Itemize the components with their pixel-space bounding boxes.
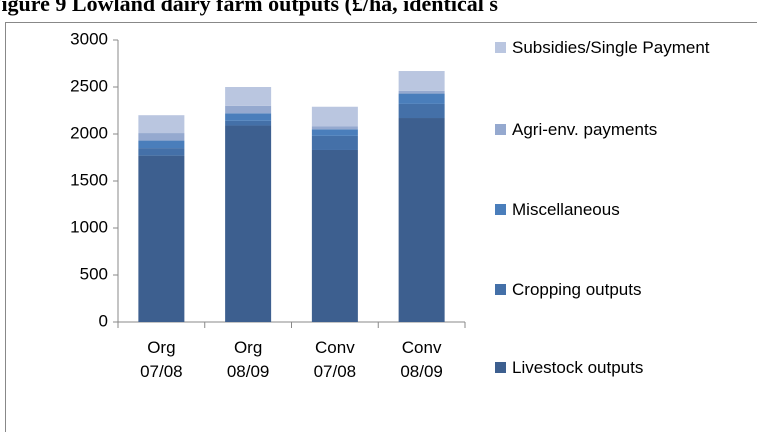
bar-segment	[225, 125, 272, 322]
legend-swatch	[495, 204, 506, 215]
bar-segment	[398, 71, 445, 91]
bar-segment	[311, 149, 358, 322]
y-tick-label: 1000	[70, 217, 108, 236]
y-tick-label: 2000	[70, 123, 108, 142]
bar-segment	[398, 118, 445, 323]
bar-segment	[225, 120, 272, 126]
bar-segment	[138, 140, 185, 149]
legend-swatch	[495, 124, 506, 135]
legend-swatch	[495, 362, 506, 373]
x-tick-label: Conv 08/09	[400, 338, 443, 381]
bar-segment	[138, 133, 185, 141]
legend-swatch	[495, 284, 506, 295]
legend-swatch	[495, 42, 506, 53]
chart-title: Figure 9 Lowland dairy farm outputs (£/h…	[0, 0, 498, 16]
bar-segment	[398, 103, 445, 119]
bar-segment	[398, 90, 445, 94]
bar-segment	[225, 105, 272, 114]
bar-segment	[311, 126, 358, 130]
bar-segment	[225, 87, 272, 106]
y-tick-label: 0	[99, 311, 108, 330]
bar-segment	[311, 106, 358, 127]
bar-segment	[398, 93, 445, 104]
bar-segment	[311, 129, 358, 136]
bar-segment	[311, 135, 358, 150]
legend-label: Subsidies/Single Payment	[512, 38, 710, 57]
bar-segment	[138, 115, 185, 134]
x-tick-label: Org 07/08	[140, 338, 183, 381]
legend-label: Livestock outputs	[512, 358, 644, 377]
y-tick-label: 500	[80, 264, 108, 283]
chart-border	[5, 22, 757, 432]
x-tick-label: Conv 07/08	[313, 338, 357, 381]
bar-segment	[138, 148, 185, 156]
y-tick-label: 1500	[70, 170, 108, 189]
legend-label: Agri-env. payments	[512, 120, 658, 139]
legend-label: Cropping outputs	[512, 280, 642, 299]
bar-segment	[138, 155, 185, 322]
legend-label: Miscellaneous	[512, 200, 620, 219]
x-tick-label: Org 08/09	[226, 338, 270, 381]
y-tick-label: 3000	[70, 29, 108, 48]
y-tick-label: 2500	[70, 76, 108, 95]
bar-segment	[225, 113, 272, 121]
